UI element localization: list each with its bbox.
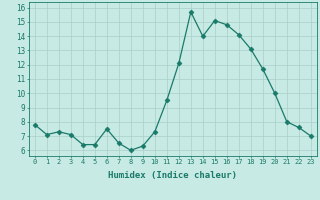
X-axis label: Humidex (Indice chaleur): Humidex (Indice chaleur) (108, 171, 237, 180)
